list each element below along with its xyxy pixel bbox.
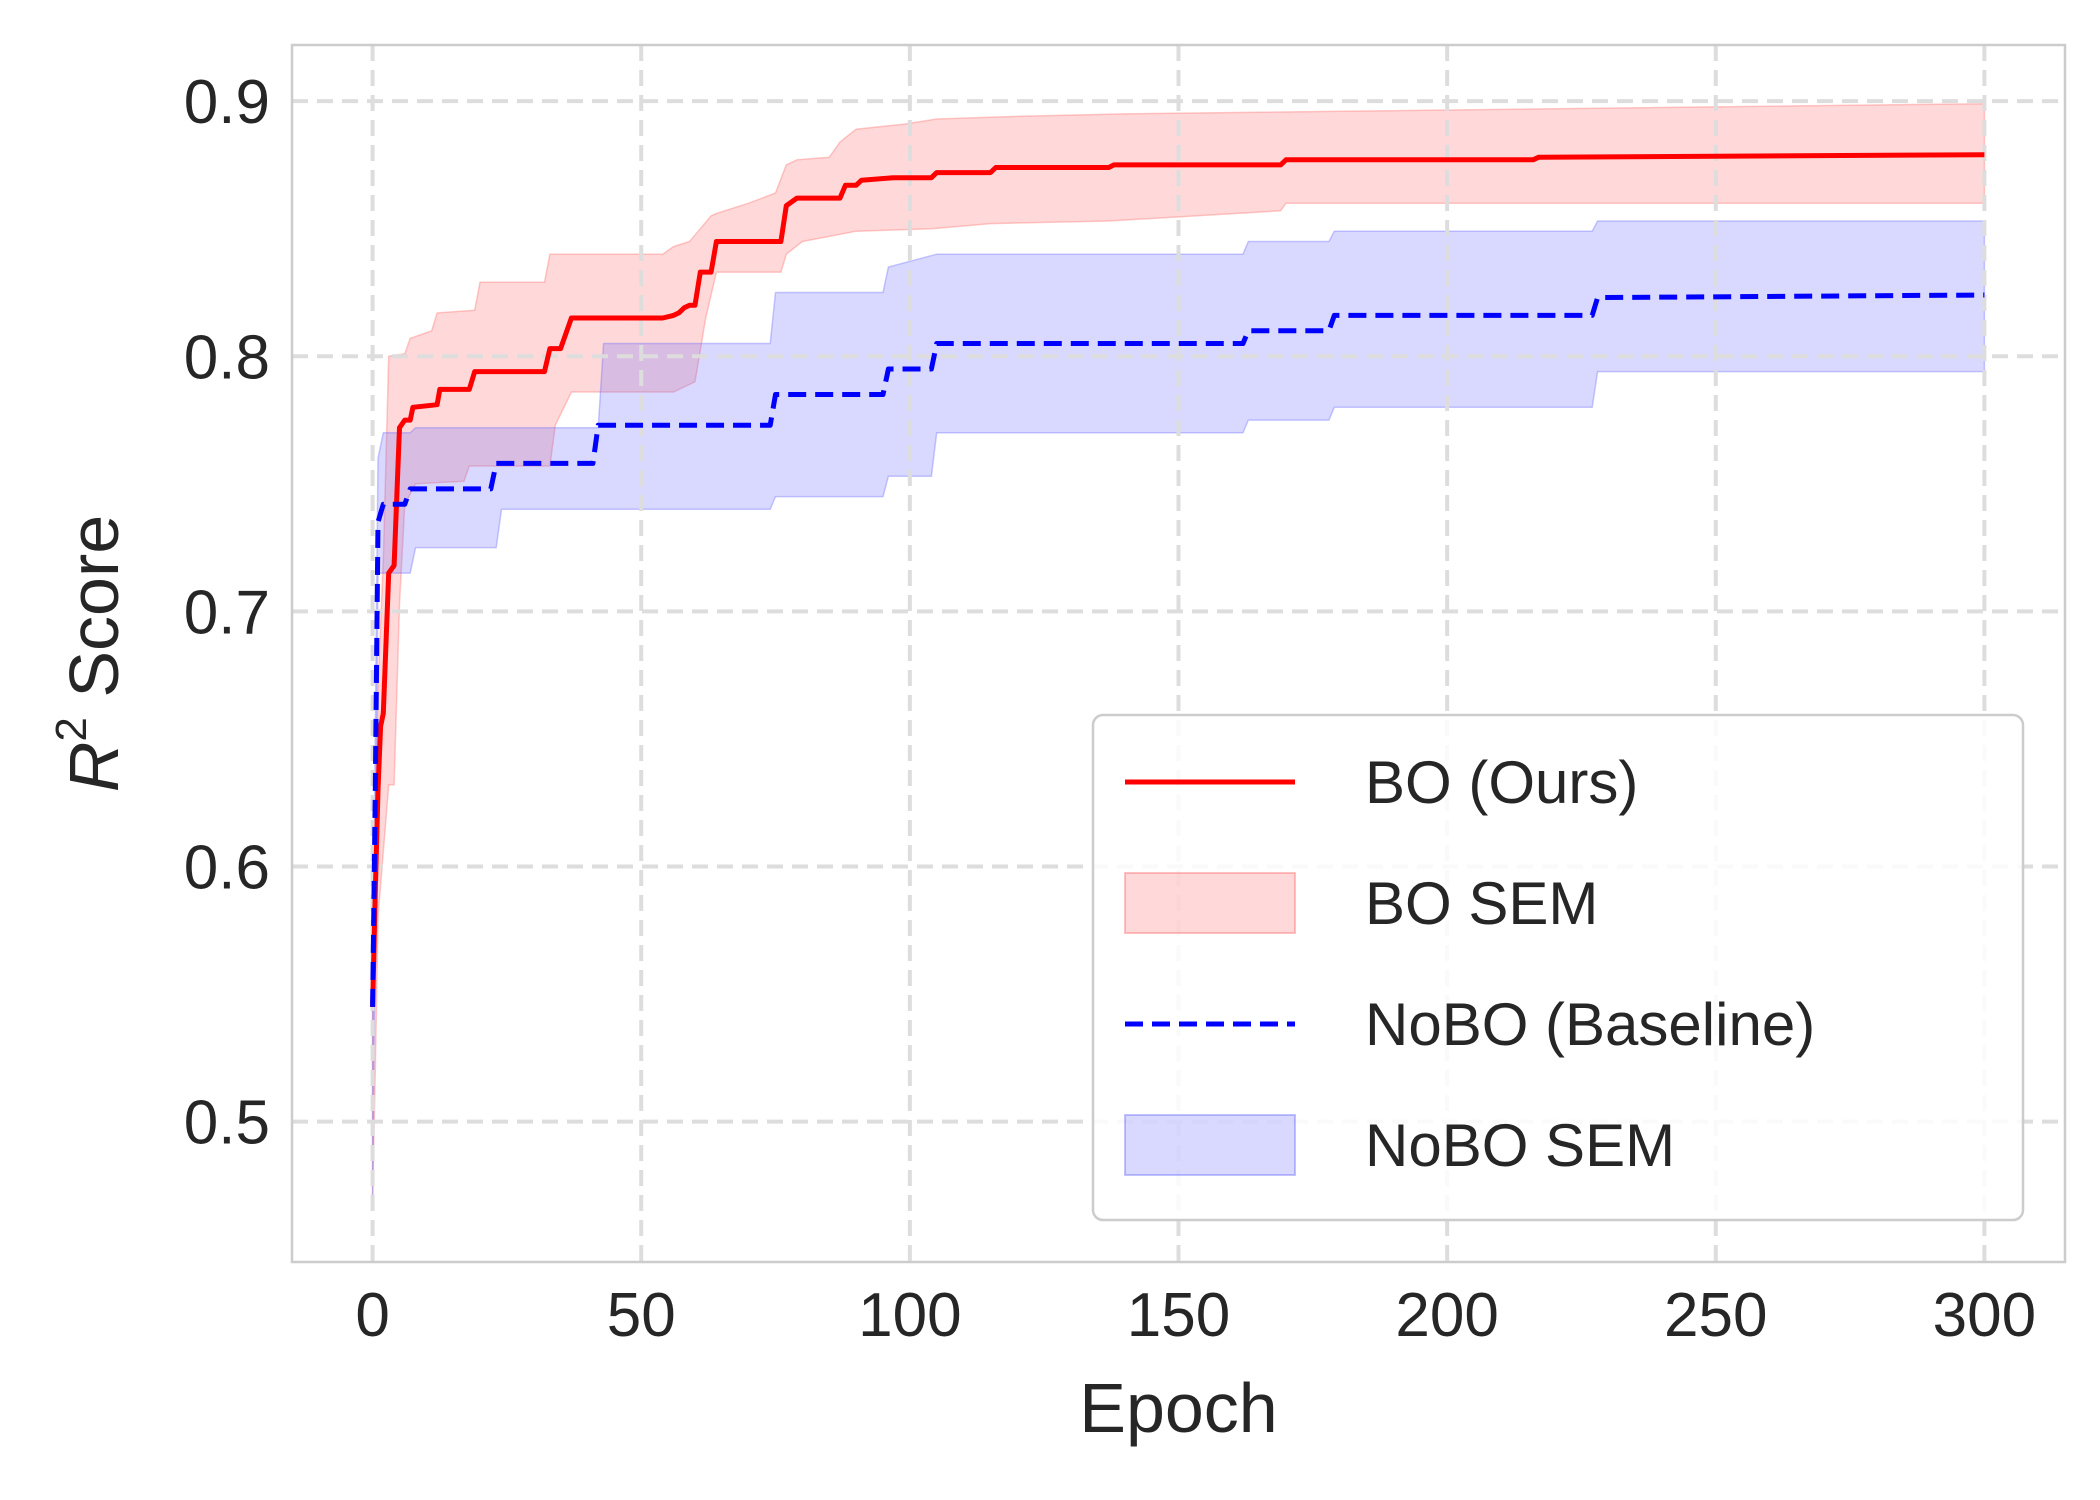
x-tick-label: 100 (858, 1281, 961, 1350)
legend-label-nobo-sem: NoBO SEM (1365, 1112, 1675, 1179)
nobo-baseline-line (370, 292, 1985, 1007)
x-tick-label: 0 (355, 1281, 389, 1350)
x-tick-label: 200 (1395, 1281, 1498, 1350)
y-axis-label-text: Score (55, 515, 133, 717)
bo-ours-line (370, 152, 1985, 1007)
legend: BO (Ours) BO SEM NoBO (Baseline) NoBO SE… (1091, 713, 2025, 1222)
y-tick-label: 0.6 (184, 834, 270, 903)
x-tick-label: 150 (1127, 1281, 1230, 1350)
legend-label-bo: BO (Ours) (1365, 749, 1638, 816)
x-axis-ticks: 0 50 100 150 200 250 300 (355, 1281, 2036, 1350)
y-tick-label: 0.8 (184, 323, 270, 392)
legend-swatch-nobo-sem (1124, 1114, 1296, 1176)
legend-box (1091, 713, 2025, 1222)
legend-label-nobo: NoBO (Baseline) (1365, 991, 1815, 1058)
series-lines (370, 152, 1985, 1007)
y-axis-label-symbol: R (55, 742, 133, 793)
y-axis-label-superscript: 2 (47, 717, 96, 741)
legend-swatch-bo-sem (1124, 872, 1296, 934)
x-tick-label: 250 (1664, 1281, 1767, 1350)
y-tick-label: 0.9 (184, 68, 270, 137)
y-axis-ticks: 0.5 0.6 0.7 0.8 0.9 (184, 68, 270, 1158)
x-tick-label: 50 (607, 1281, 676, 1350)
x-tick-label: 300 (1933, 1281, 2036, 1350)
x-axis-label: Epoch (1079, 1369, 1277, 1447)
y-tick-label: 0.7 (184, 578, 270, 647)
y-tick-label: 0.5 (184, 1089, 270, 1158)
legend-label-bo-sem: BO SEM (1365, 870, 1598, 937)
plot-frame (290, 43, 2067, 1264)
y-axis-label: R2 Score (47, 515, 133, 792)
